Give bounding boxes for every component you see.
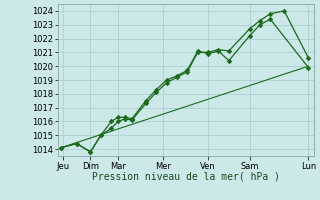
X-axis label: Pression niveau de la mer( hPa ): Pression niveau de la mer( hPa ) — [92, 172, 280, 182]
